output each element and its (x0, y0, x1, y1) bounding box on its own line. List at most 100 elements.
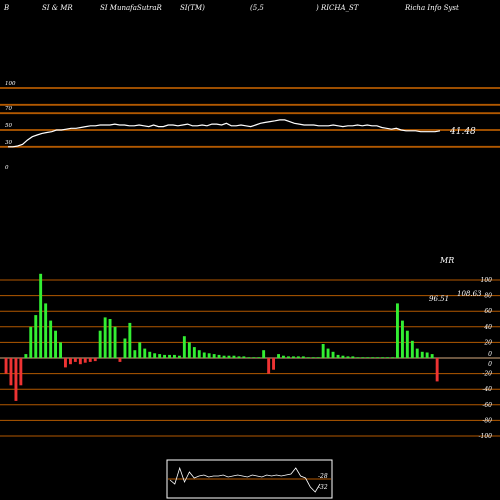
mrsi-bar-46 (232, 355, 236, 358)
rsi-tick-label-1: 70 (5, 106, 12, 112)
mini-chart-label-1: -32 (318, 484, 328, 491)
mrsi-bar-9 (49, 320, 53, 358)
mrsi-bar-77 (386, 357, 389, 358)
rsi-tick-label-4: 0 (5, 165, 9, 171)
mrsi-bar-7 (39, 273, 43, 358)
mrsi-bar-22 (113, 326, 117, 358)
mrsi-bar-2 (14, 358, 18, 401)
mrsi-bar-82 (410, 340, 414, 358)
mrsi-bar-61 (306, 357, 310, 358)
mrsi-bar-50 (252, 357, 256, 358)
mrsi-bar-39 (197, 350, 201, 358)
mrsi-bar-23 (118, 358, 122, 362)
mrsi-bar-55 (277, 354, 280, 358)
header-item-5: ) RICHA_ST (316, 4, 359, 12)
mrsi-bar-34 (173, 354, 176, 358)
mrsi-bar-1 (9, 358, 13, 386)
mrsi-tick-label-5: 0 (488, 351, 492, 358)
mrsi-bar-33 (168, 354, 171, 358)
mrsi-bar-0 (4, 358, 8, 374)
mrsi-bar-63 (316, 357, 320, 358)
mrsi-bar-15 (78, 358, 82, 365)
mini-chart: -28 -32 (166, 459, 333, 499)
mrsi-bar-32 (163, 354, 166, 358)
mrsi-bar-5 (29, 326, 33, 358)
header-item-6: Richa Info Syst (405, 4, 459, 12)
mrsi-bar-36 (182, 336, 186, 358)
mrsi-bar-45 (227, 355, 231, 358)
mini-chart-line (169, 466, 321, 493)
mrsi-bar-75 (376, 357, 380, 358)
mrsi-bar-53 (267, 358, 271, 374)
mrsi-bar-27 (138, 342, 142, 358)
mrsi-bar-8 (44, 303, 48, 358)
mrsi-bar-56 (282, 355, 285, 358)
mrsi-tick-label-11: -100 (479, 433, 493, 440)
mrsi-bar-86 (430, 354, 434, 358)
mrsi-bar-11 (59, 342, 62, 358)
mrsi-bar-20 (103, 317, 107, 358)
mrsi-bar-49 (247, 357, 251, 358)
mrsi-bar-76 (381, 357, 384, 358)
mrsi-tick-label-10: -80 (482, 417, 492, 424)
mrsi-tick-label-2: 60 (484, 308, 492, 315)
mrsi-bar-74 (371, 357, 375, 358)
mrsi-bar-48 (242, 356, 246, 358)
mrsi-panel: 100 80 60 40 20 0 0 -20 -40 -60 -80 -100 MR 108.63 96.… (0, 256, 500, 440)
mrsi-bar-68 (341, 355, 345, 358)
mrsi-bar-58 (292, 356, 295, 358)
mrsi-bar-3 (19, 358, 23, 386)
mrsi-bar-71 (356, 357, 360, 358)
mrsi-bar-10 (54, 330, 57, 358)
rsi-line (8, 119, 441, 148)
mrsi-bar-38 (192, 347, 196, 358)
mrsi-bar-72 (361, 357, 365, 358)
mrsi-bar-66 (331, 351, 335, 358)
rsi-last-value-label: 41.48 (449, 127, 476, 137)
mrsi-bar-64 (321, 344, 325, 358)
mrsi-tick-label-0: 100 (481, 277, 493, 284)
mrsi-bar-80 (401, 320, 404, 358)
mrsi-bar-81 (405, 330, 409, 358)
mrsi-bar-54 (272, 358, 275, 370)
mrsi-bar-12 (64, 358, 67, 368)
mrsi-annotation-1: 96.51 (429, 295, 449, 303)
mrsi-label: MR (439, 256, 454, 265)
mrsi-bar-4 (24, 354, 28, 358)
mrsi-bar-57 (287, 356, 290, 358)
mrsi-bar-30 (153, 353, 157, 358)
mrsi-bar-51 (257, 357, 261, 358)
mrsi-bar-16 (83, 358, 87, 363)
mrsi-bar-14 (73, 358, 77, 362)
rsi-tick-label-3: 30 (5, 140, 12, 146)
mrsi-bar-65 (326, 348, 330, 358)
mrsi-bar-79 (396, 303, 399, 358)
mrsi-bar-25 (128, 322, 132, 358)
header-item-0: B (4, 4, 10, 12)
mrsi-bar-78 (391, 357, 394, 358)
mrsi-bar-6 (34, 315, 38, 358)
mrsi-bar-40 (202, 352, 206, 358)
mrsi-bar-44 (222, 355, 226, 358)
header-item-4: (5,5 (250, 4, 264, 12)
mrsi-bar-31 (158, 354, 162, 358)
mrsi-bar-83 (415, 348, 419, 358)
rsi-tick-label-0: 100 (5, 81, 16, 87)
rsi-panel: 100 70 50 30 0 41.48 (0, 81, 500, 171)
header-item-1: SI & MR (42, 4, 73, 12)
mrsi-bar-19 (98, 330, 102, 358)
rsi-tick-label-2: 50 (5, 123, 12, 129)
mrsi-bar-17 (88, 358, 92, 362)
mrsi-bar-47 (237, 356, 241, 358)
mrsi-tick-label-3: 40 (483, 324, 492, 331)
header-item-2: SI MunafaSutraR (100, 4, 162, 12)
mrsi-bar-62 (311, 357, 315, 358)
mrsi-bar-21 (108, 319, 112, 358)
mrsi-bar-26 (133, 350, 137, 358)
mrsi-bar-35 (178, 355, 181, 358)
mrsi-bar-67 (336, 354, 340, 358)
mrsi-tick-label-8: -40 (482, 386, 492, 393)
mrsi-bar-37 (187, 342, 191, 358)
